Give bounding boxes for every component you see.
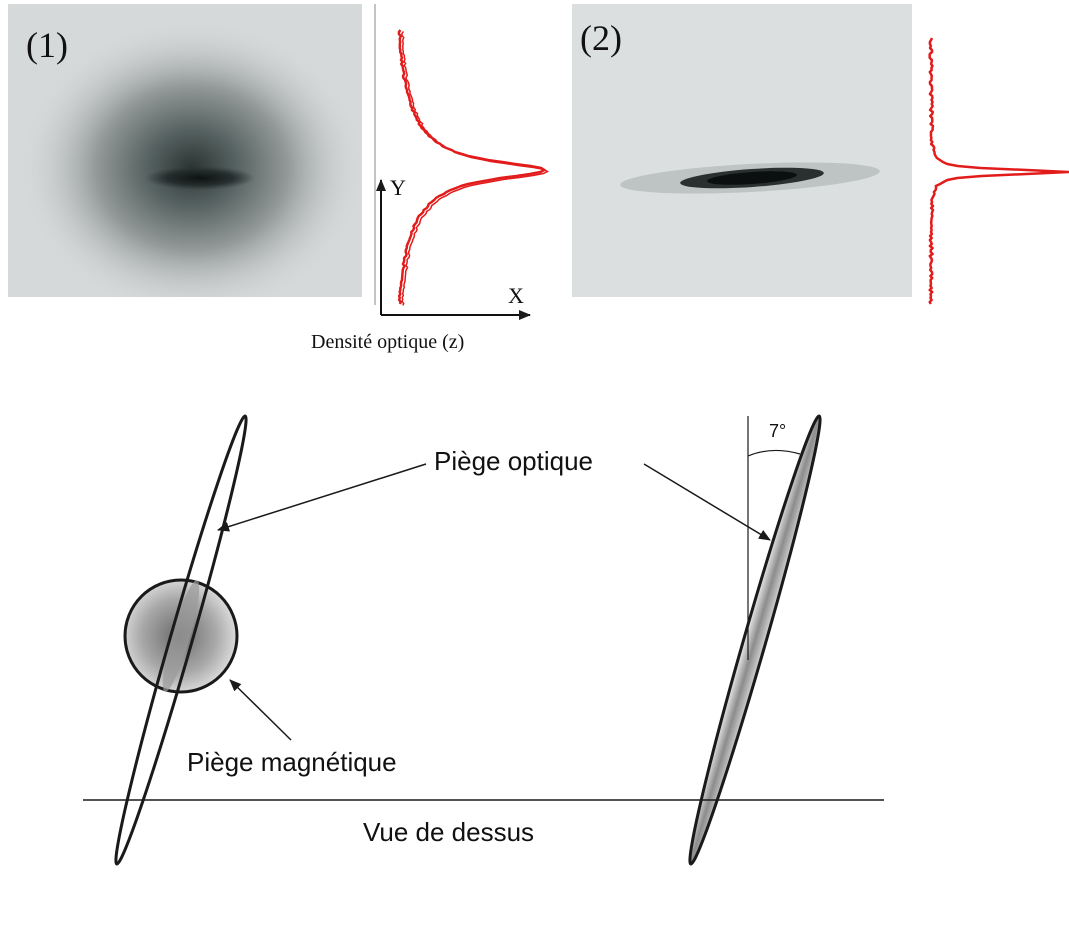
optical-density-caption: Densité optique (z)	[311, 331, 464, 353]
absorption-image-2	[572, 4, 912, 297]
angle-label: 7°	[769, 421, 786, 441]
angle-arc	[747, 449, 801, 457]
optical-trap-label: Piège optique	[434, 446, 593, 476]
y-axis-label: Y	[390, 175, 406, 200]
panel-1-label: (1)	[26, 25, 68, 65]
optical-trap-left	[114, 414, 248, 866]
optical-trap-arrow-right	[643, 463, 771, 541]
optical-trap-inner-band	[162, 580, 200, 692]
axes-indicator	[374, 4, 531, 320]
top-view-label: Vue de dessus	[363, 817, 534, 847]
density-profile-1-shadow	[401, 31, 549, 306]
optical-trap-arrow-left	[217, 463, 427, 532]
panel-2-label: (2)	[580, 18, 622, 58]
x-axis-label: X	[508, 283, 524, 308]
magnetic-trap-label: Piège magnétique	[187, 747, 397, 777]
density-profile-1	[397, 29, 546, 305]
optical-trap-right	[688, 414, 822, 866]
absorption-image-1	[8, 4, 362, 297]
magnetic-trap-arrow	[229, 679, 292, 741]
density-profile-2	[928, 37, 1069, 305]
